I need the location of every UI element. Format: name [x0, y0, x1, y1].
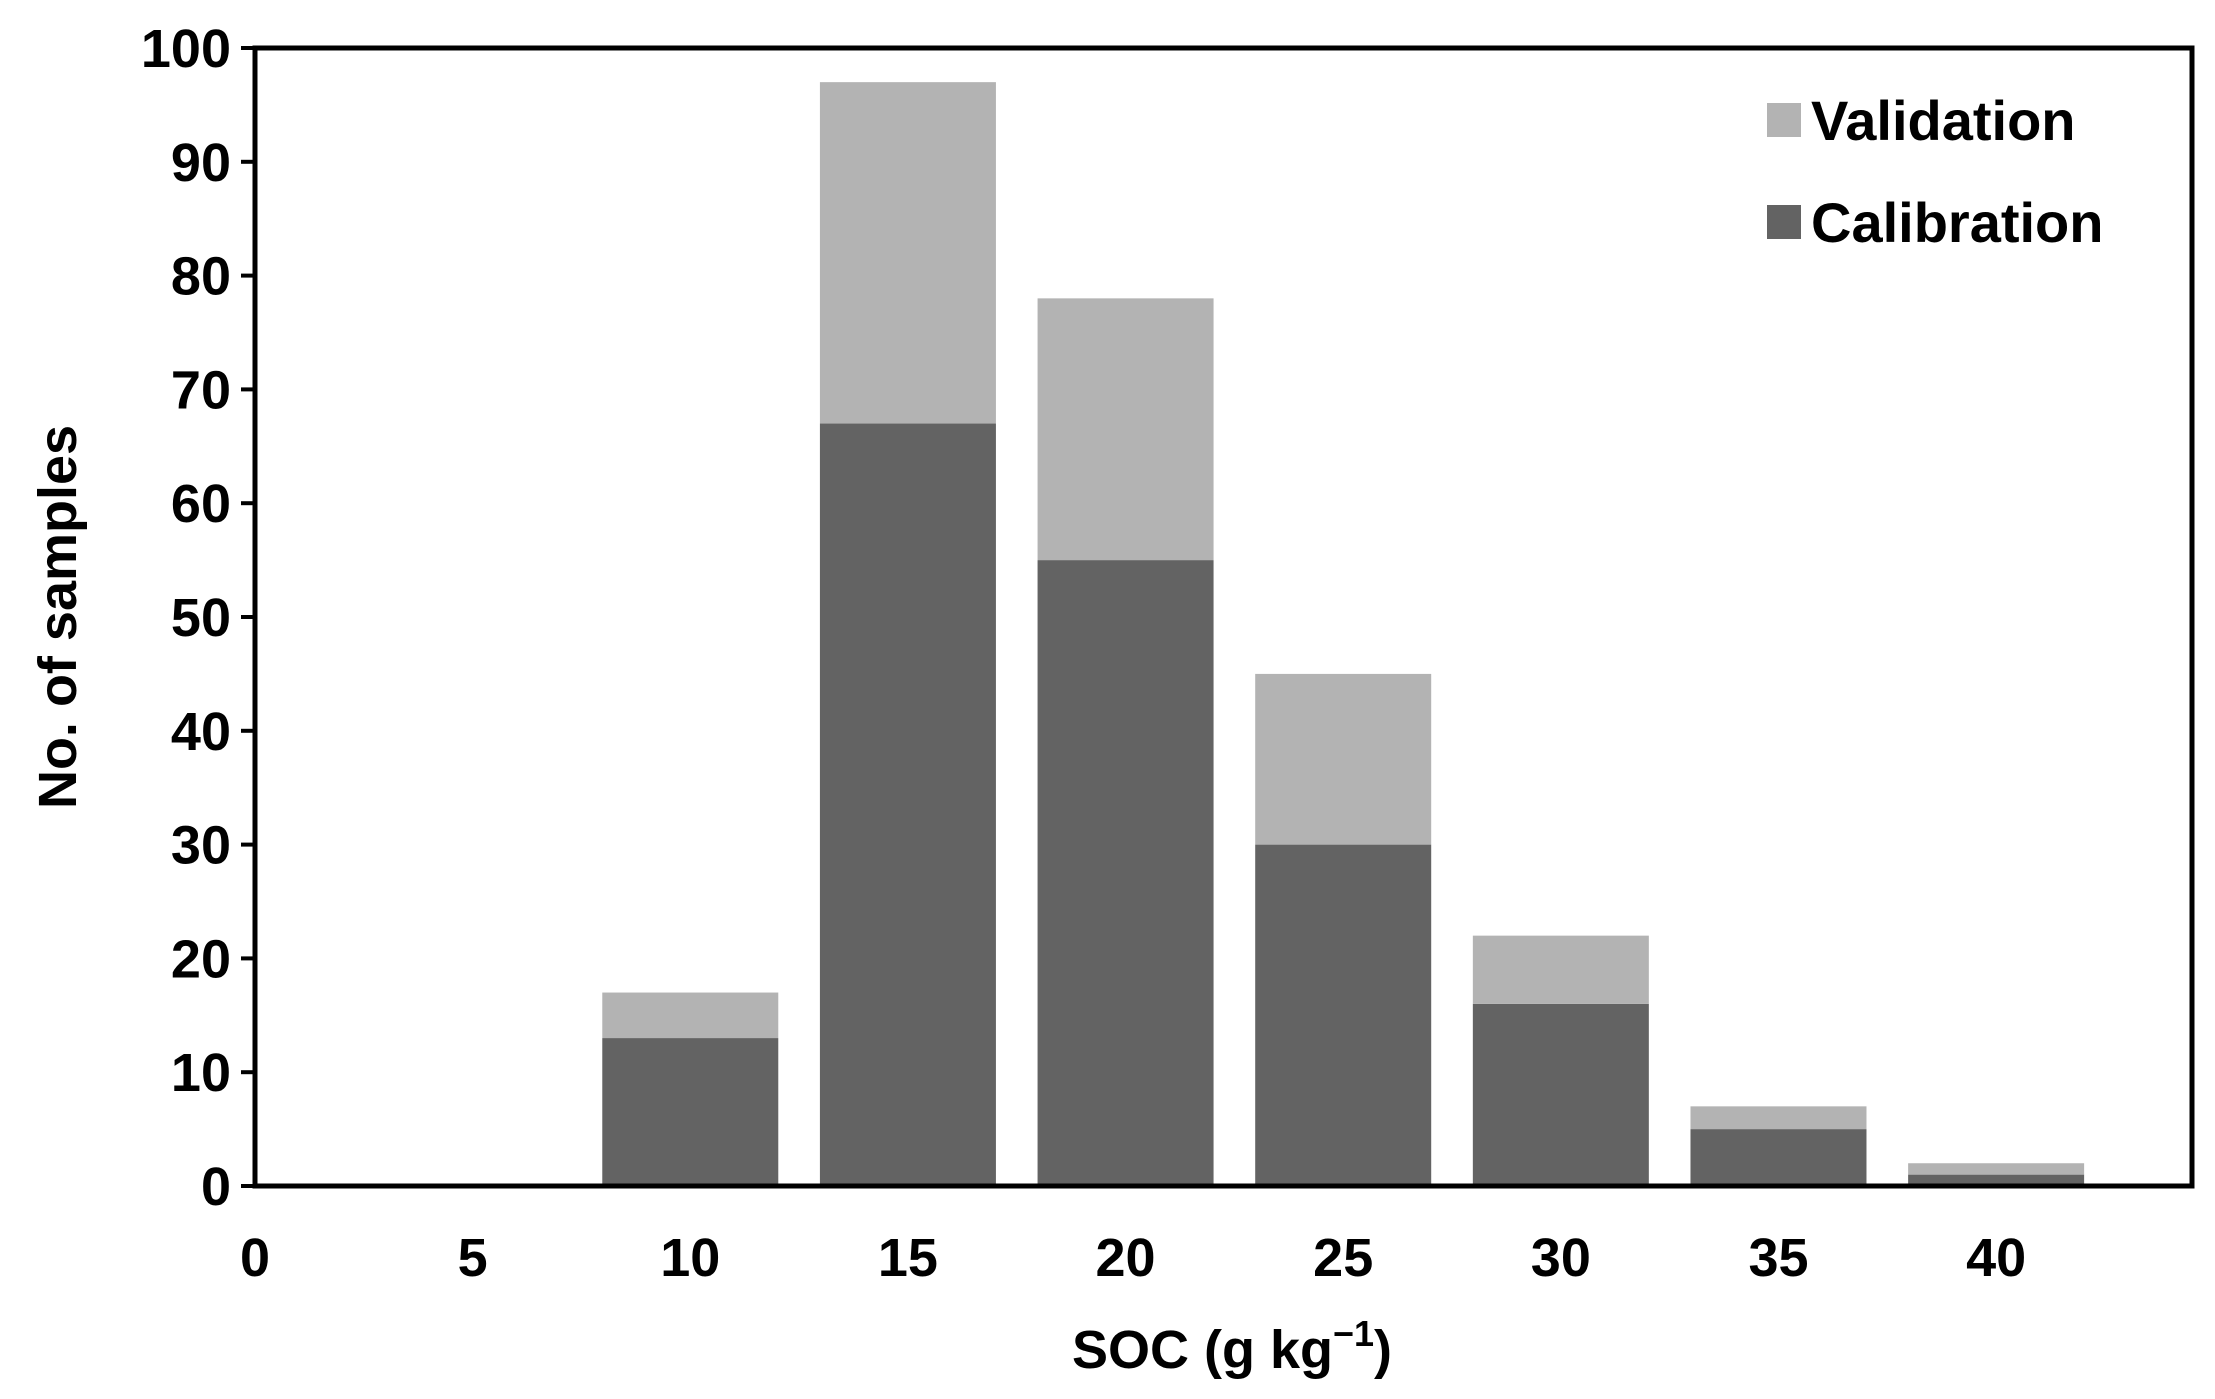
bar-validation-40: [1908, 1163, 2085, 1175]
y-tick-label-90: 90: [171, 133, 231, 193]
x-tick-label-35: 35: [1748, 1228, 1808, 1288]
y-tick-label-10: 10: [171, 1043, 231, 1103]
legend-label-calibration: Calibration: [1811, 191, 2103, 254]
bar-calibration-30: [1472, 1003, 1649, 1186]
x-tick-label-0: 0: [240, 1228, 270, 1288]
y-tick-label-50: 50: [171, 588, 231, 648]
x-tick-label-25: 25: [1313, 1228, 1373, 1288]
x-axis-title: SOC (g kg−1): [1072, 1313, 1392, 1380]
legend-swatch-calibration: [1767, 205, 1801, 239]
legend-swatch-validation: [1767, 103, 1801, 137]
bar-calibration-40: [1908, 1174, 2085, 1186]
legend: Validation Calibration: [1767, 89, 2103, 254]
x-axis-title-main: SOC (g kg: [1072, 1320, 1333, 1380]
x-ticks-layer: 0 5 10 15 20 25 30 35 40: [240, 1228, 2026, 1288]
bar-calibration-20: [1037, 560, 1214, 1186]
x-tick-label-20: 20: [1096, 1228, 1156, 1288]
bar-validation-35: [1690, 1106, 1867, 1130]
y-tick-label-60: 60: [171, 474, 231, 534]
bar-validation-10: [602, 992, 779, 1039]
y-ticks-layer: 0 10 20 30 40 50 60 70 80 90 100: [141, 19, 255, 1217]
bar-validation-25: [1255, 673, 1432, 845]
bar-calibration-15: [819, 423, 996, 1186]
bar-calibration-25: [1255, 844, 1432, 1186]
y-axis-title: No. of samples: [28, 425, 88, 809]
y-tick-label-70: 70: [171, 360, 231, 420]
bar-calibration-35: [1690, 1129, 1867, 1186]
y-tick-label-80: 80: [171, 247, 231, 307]
x-tick-label-15: 15: [878, 1228, 938, 1288]
y-tick-label-40: 40: [171, 702, 231, 762]
x-tick-label-10: 10: [660, 1228, 720, 1288]
y-tick-label-0: 0: [201, 1157, 231, 1217]
bar-calibration-10: [602, 1038, 779, 1186]
x-tick-label-5: 5: [458, 1228, 488, 1288]
bar-validation-30: [1472, 935, 1649, 1004]
x-axis-title-superscript: −1: [1333, 1313, 1374, 1354]
x-axis-title-suffix: ): [1374, 1320, 1392, 1380]
bar-validation-15: [819, 82, 996, 424]
bar-validation-20: [1037, 298, 1214, 561]
x-tick-label-30: 30: [1531, 1228, 1591, 1288]
y-tick-label-30: 30: [171, 816, 231, 876]
bars-layer: [602, 82, 2085, 1186]
x-tick-label-40: 40: [1966, 1228, 2026, 1288]
y-tick-label-20: 20: [171, 929, 231, 989]
y-tick-label-100: 100: [141, 19, 231, 79]
legend-label-validation: Validation: [1811, 89, 2076, 152]
